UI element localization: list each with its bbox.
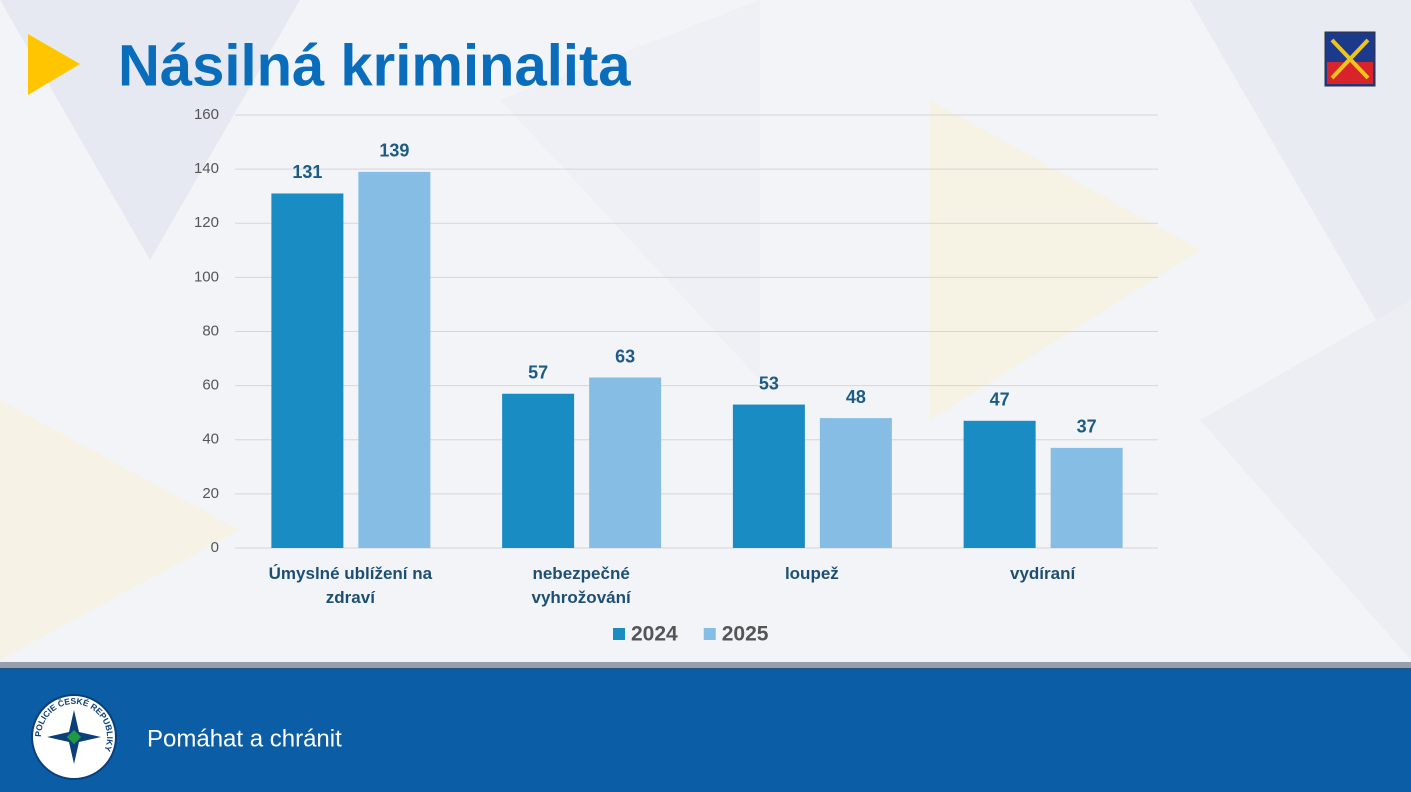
bar — [271, 193, 344, 548]
footer-motto: Pomáhat a chránit — [147, 725, 342, 752]
y-tick-label: 120 — [194, 214, 219, 231]
footer-shadow — [0, 662, 1411, 670]
x-tick-label: loupež — [784, 564, 839, 583]
value-label: 53 — [759, 373, 779, 393]
legend-swatch — [703, 628, 716, 640]
bar — [819, 418, 892, 548]
legend-label: 2024 — [631, 623, 678, 646]
bar — [358, 171, 431, 549]
title-arrow — [28, 34, 80, 95]
corner-emblem — [1324, 31, 1376, 87]
legend-label: 2025 — [722, 623, 769, 646]
value-label: 47 — [990, 390, 1010, 410]
value-label: 131 — [292, 162, 322, 182]
bar — [963, 420, 1036, 548]
y-tick-label: 140 — [194, 160, 219, 177]
y-tick-label: 0 — [211, 539, 219, 556]
y-tick-label: 80 — [202, 322, 219, 339]
value-label: 139 — [379, 141, 409, 161]
title: Násilná kriminalita — [118, 33, 631, 98]
value-label: 37 — [1077, 417, 1097, 437]
bar — [589, 377, 662, 548]
y-tick-label: 60 — [202, 377, 219, 394]
y-tick-label: 20 — [202, 485, 219, 502]
bar — [732, 404, 805, 548]
y-tick-label: 100 — [194, 268, 219, 285]
footer-band — [0, 668, 1411, 792]
x-tick-label: nebezpečné vyhrožování — [531, 564, 631, 607]
value-label: 48 — [846, 387, 866, 407]
value-label: 63 — [615, 346, 635, 366]
x-tick-label: Úmyslné ublížení na zdraví — [268, 564, 433, 607]
y-tick-label: 40 — [202, 431, 219, 448]
value-label: 57 — [528, 362, 548, 382]
x-tick-label: vydíraní — [1010, 564, 1076, 583]
police-emblem: POLICIE ČESKÉ REPUBLIKY — [31, 694, 117, 780]
background — [0, 0, 1411, 660]
legend-swatch — [613, 628, 625, 640]
y-tick-label: 160 — [194, 106, 219, 123]
bar — [1050, 447, 1123, 548]
bar — [502, 393, 575, 548]
